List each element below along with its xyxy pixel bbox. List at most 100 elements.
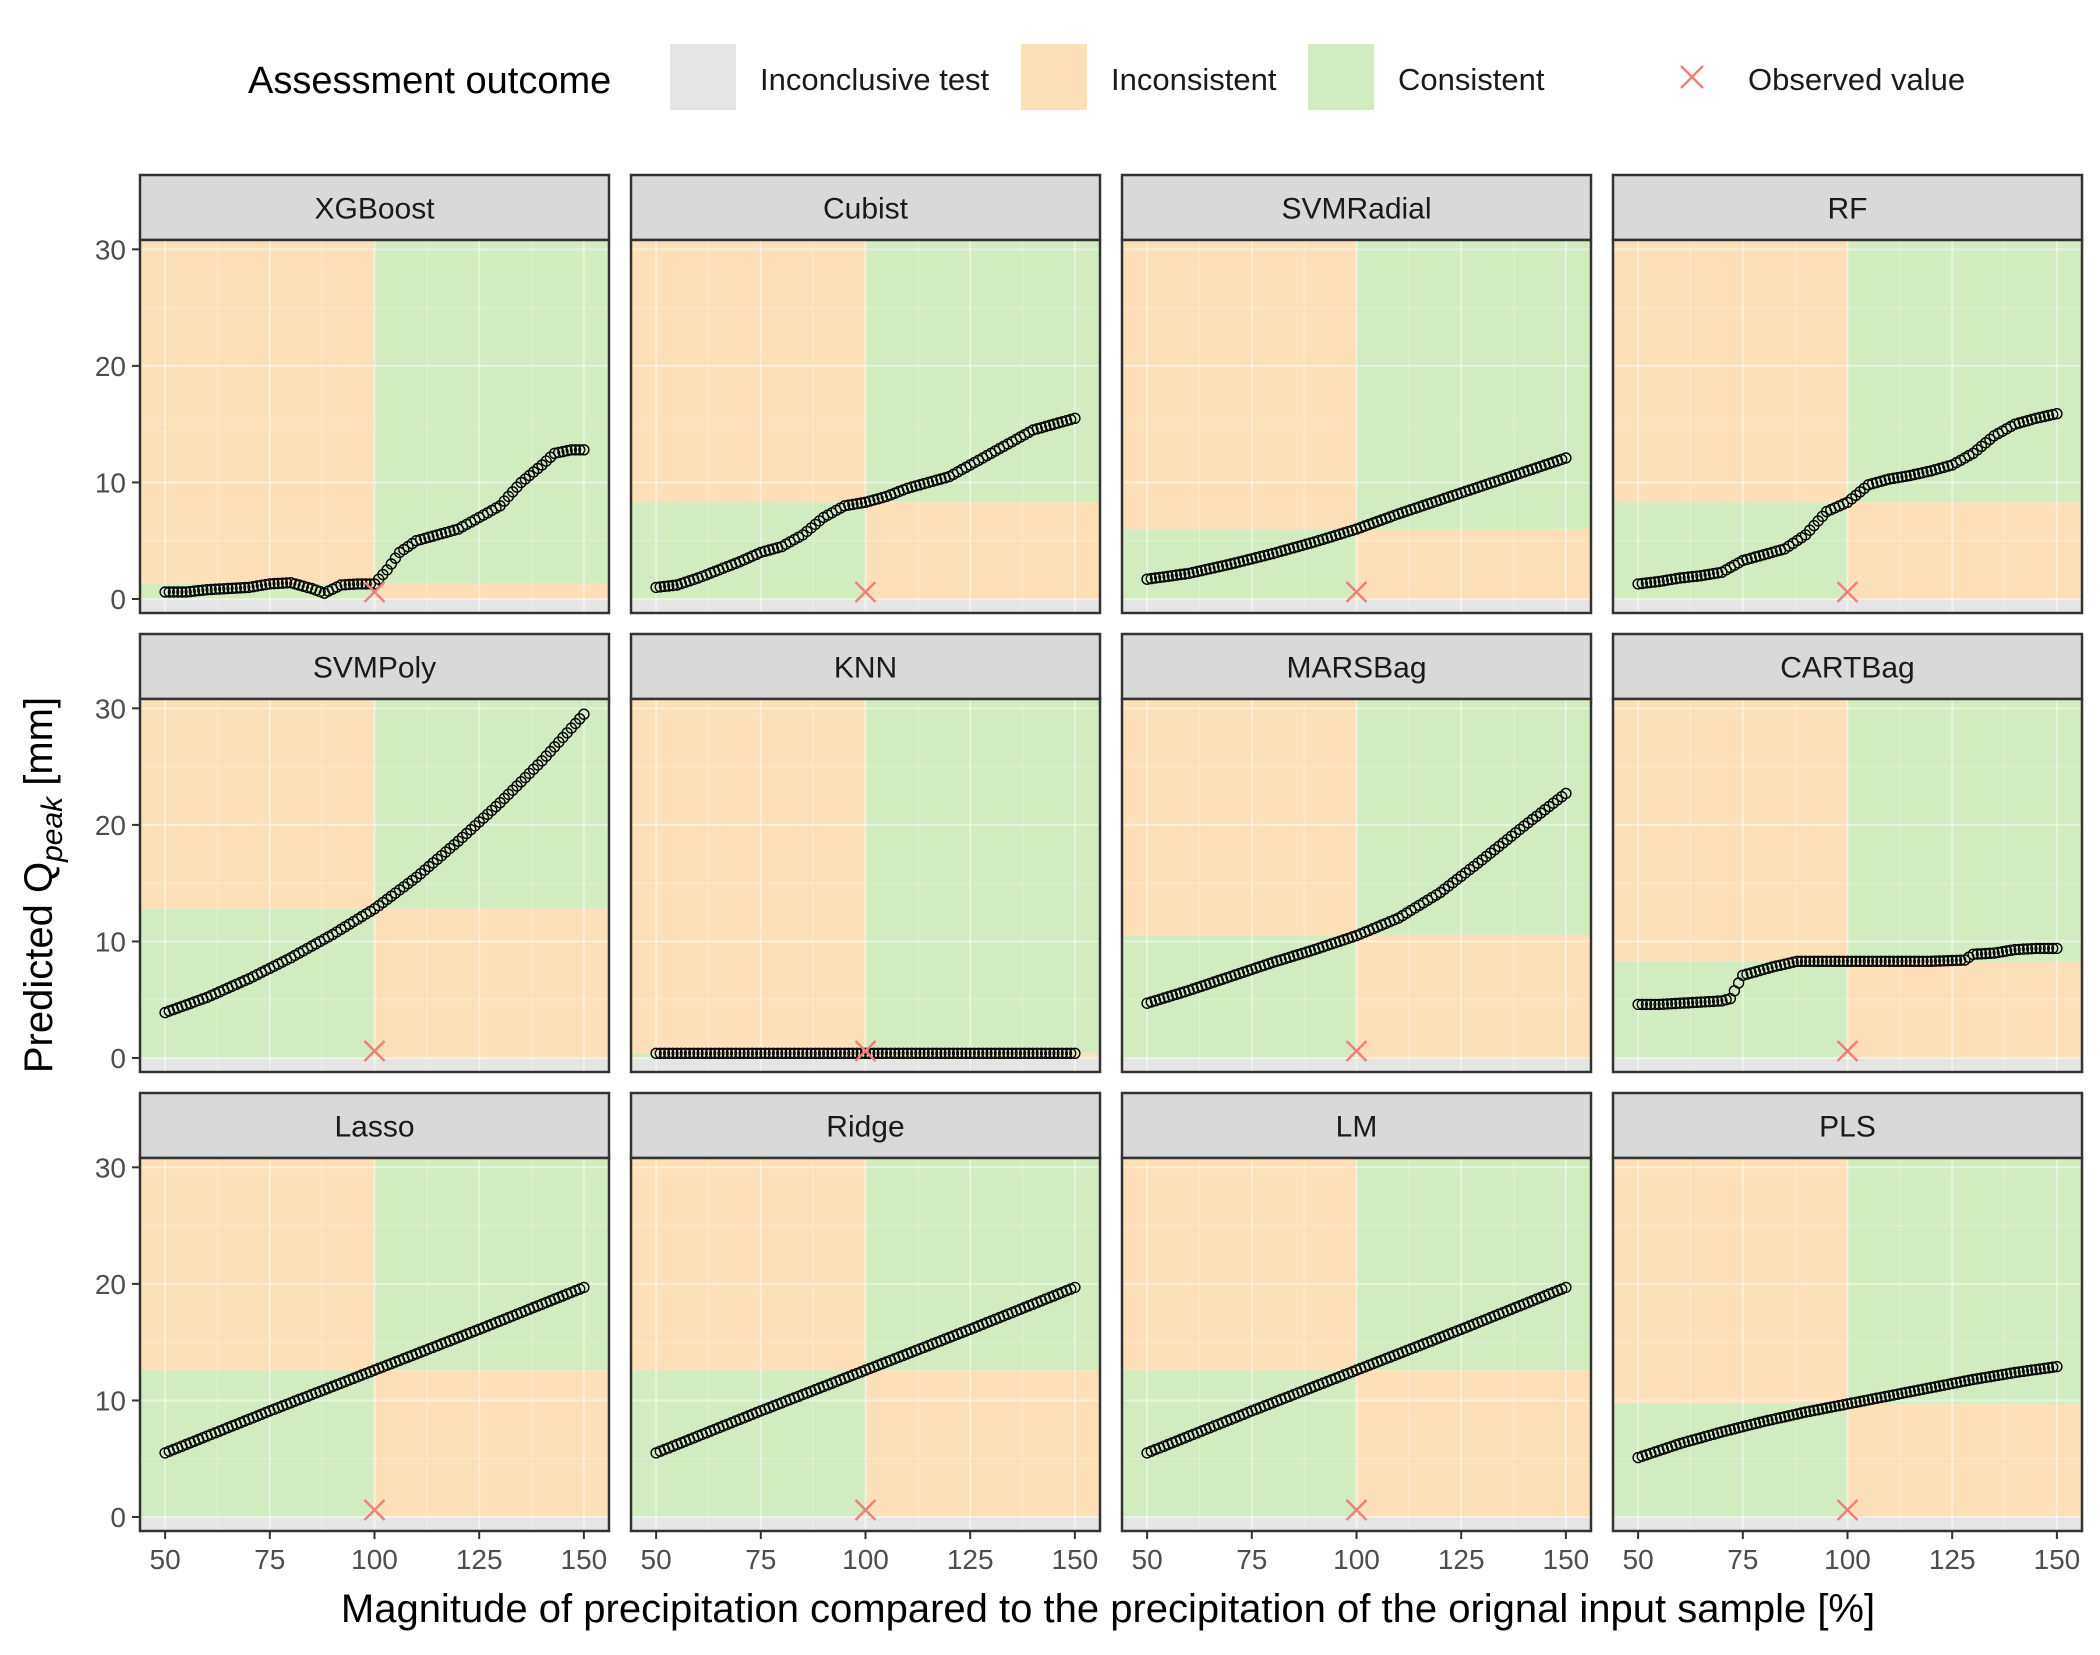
region-consistent: [1613, 1403, 1848, 1518]
data-point: [1166, 570, 1179, 582]
data-point: [2034, 942, 2046, 955]
data-point: [1854, 1395, 1866, 1408]
data-point: [1170, 569, 1183, 581]
data-point: [905, 1047, 918, 1060]
data-point: [1992, 1369, 2005, 1382]
data-point: [1946, 954, 1958, 967]
data-point: [1921, 466, 1933, 478]
data-point: [1850, 955, 1862, 967]
data-point: [1636, 577, 1649, 590]
facet-strip: [629, 1091, 1102, 1160]
data-point: [1661, 998, 1674, 1010]
facet-strip-label: KNN: [834, 652, 897, 685]
observed-value-marker: [1345, 1040, 1368, 1062]
data-point: [205, 583, 217, 596]
region-consistent: [865, 1158, 1100, 1371]
data-point: [1560, 1281, 1572, 1294]
data-point: [851, 498, 863, 510]
data-point: [1749, 551, 1762, 563]
data-point: [243, 581, 255, 594]
data-point: [1866, 477, 1879, 490]
data-point: [176, 586, 188, 598]
y-axis-title: Predicted Qpeak [mm]: [17, 697, 69, 1073]
data-point: [817, 1047, 830, 1060]
facet-strip: [1120, 632, 1593, 701]
data-point: [1670, 997, 1682, 1010]
data-point: [972, 1047, 985, 1060]
data-point: [1929, 463, 1942, 476]
data-point: [2038, 1362, 2051, 1375]
region-inconsistent: [374, 908, 609, 1059]
region-consistent: [1847, 699, 2082, 962]
data-point: [926, 1047, 939, 1060]
data-point: [968, 1047, 981, 1060]
data-point: [1174, 568, 1187, 581]
data-point: [893, 1047, 905, 1060]
data-point: [1912, 1384, 1925, 1396]
data-point: [1816, 1403, 1829, 1415]
data-point: [1191, 565, 1204, 578]
data-point: [1766, 961, 1778, 973]
data-points: [1632, 1360, 2063, 1464]
data-point: [1921, 1382, 1933, 1395]
legend-key-inconsistent: [1021, 44, 1087, 110]
data-point: [2034, 1363, 2046, 1375]
data-point: [360, 578, 372, 590]
data-point: [511, 780, 523, 792]
data-point: [1896, 1387, 1908, 1400]
data-point: [1640, 998, 1653, 1011]
data-point: [1745, 967, 1757, 979]
panel-border: [1120, 697, 1593, 1074]
data-point: [1783, 1410, 1795, 1422]
data-point: [1770, 545, 1783, 557]
data-points: [1632, 408, 2063, 590]
data-point: [339, 579, 351, 591]
data-point: [2017, 1365, 2030, 1378]
data-point: [663, 1047, 675, 1060]
data-point: [700, 1047, 713, 1060]
data-point: [1787, 1409, 1799, 1421]
observed-value-marker: [1836, 1499, 1859, 1521]
region-inconsistent: [1122, 1158, 1357, 1371]
x-tick-label: 50: [1623, 1544, 1654, 1575]
data-point: [1035, 1047, 1048, 1060]
data-point: [1632, 998, 1644, 1011]
x-tick-label: 100: [1333, 1544, 1380, 1575]
data-point: [289, 578, 301, 590]
observed-value-marker: [854, 1040, 877, 1062]
data-point: [1845, 1397, 1858, 1409]
region-consistent: [1613, 502, 1848, 600]
data-point: [171, 586, 184, 598]
x-tick-label: 50: [1132, 1544, 1163, 1575]
data-point: [730, 1047, 742, 1060]
data-point: [1044, 1047, 1056, 1060]
data-point: [1996, 1368, 2009, 1381]
y-tick-label: 10: [95, 926, 126, 957]
data-point: [2005, 1367, 2017, 1379]
data-point: [1967, 948, 1979, 960]
data-point: [1912, 955, 1925, 967]
data-point: [1275, 545, 1287, 557]
data-point: [679, 1047, 692, 1060]
data-point: [1774, 1411, 1787, 1424]
data-point: [759, 1047, 771, 1060]
data-point: [1938, 955, 1950, 967]
data-point: [713, 1047, 725, 1060]
y-tick-label: 20: [95, 810, 126, 841]
region-inconsistent: [1122, 240, 1357, 530]
x-tick-label: 150: [2034, 1544, 2081, 1575]
facet-strip-label: PLS: [1819, 1111, 1876, 1144]
data-point: [1149, 572, 1162, 584]
data-point: [1711, 995, 1724, 1007]
data-point: [1657, 998, 1670, 1010]
panel-border: [138, 697, 611, 1074]
data-point: [1200, 563, 1212, 576]
region-inconclusive: [140, 1058, 609, 1072]
data-point: [1039, 1047, 1052, 1060]
data-point: [234, 582, 247, 594]
data-point: [1695, 996, 1707, 1008]
data-points: [650, 1281, 1081, 1459]
data-point: [1682, 997, 1695, 1009]
data-point: [343, 578, 356, 591]
data-point: [843, 1047, 855, 1060]
